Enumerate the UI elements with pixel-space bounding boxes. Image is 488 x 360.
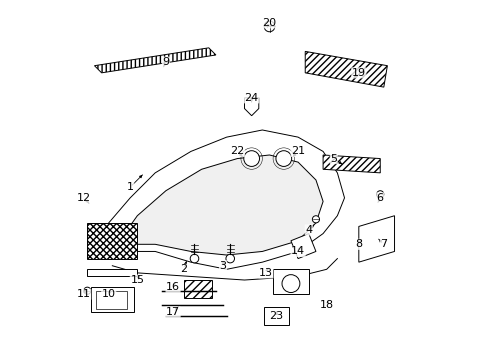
Text: 11: 11 (77, 289, 91, 299)
Text: 18: 18 (319, 300, 333, 310)
Circle shape (312, 216, 319, 223)
Text: 2: 2 (180, 264, 187, 274)
Text: 22: 22 (230, 147, 244, 157)
Polygon shape (94, 130, 344, 269)
Polygon shape (119, 155, 323, 255)
Text: 21: 21 (290, 147, 305, 157)
Text: 16: 16 (166, 282, 180, 292)
Text: 3: 3 (219, 261, 226, 271)
Circle shape (376, 191, 383, 198)
Text: 13: 13 (259, 268, 272, 278)
Circle shape (282, 275, 299, 293)
FancyBboxPatch shape (272, 269, 308, 294)
Text: 14: 14 (290, 247, 305, 256)
Polygon shape (305, 51, 386, 87)
Text: 10: 10 (102, 289, 116, 299)
Polygon shape (358, 216, 394, 262)
Text: 20: 20 (262, 18, 276, 28)
Text: 17: 17 (165, 307, 180, 317)
Text: 24: 24 (244, 93, 258, 103)
Text: 5: 5 (329, 154, 337, 163)
Polygon shape (244, 98, 258, 116)
Text: 1: 1 (126, 182, 133, 192)
Circle shape (264, 21, 274, 32)
Circle shape (275, 151, 291, 166)
Polygon shape (94, 48, 216, 73)
Text: 8: 8 (354, 239, 362, 249)
Text: 23: 23 (269, 311, 283, 321)
Text: 7: 7 (380, 239, 386, 249)
Polygon shape (87, 269, 137, 276)
Circle shape (225, 254, 234, 263)
Circle shape (83, 287, 91, 294)
Text: 6: 6 (376, 193, 383, 203)
FancyBboxPatch shape (183, 280, 212, 298)
Text: 15: 15 (130, 275, 144, 285)
Text: 4: 4 (305, 225, 312, 235)
Text: 12: 12 (77, 193, 91, 203)
Circle shape (244, 151, 259, 166)
Polygon shape (290, 234, 315, 258)
Text: 19: 19 (351, 68, 365, 78)
Circle shape (190, 254, 198, 263)
FancyBboxPatch shape (87, 223, 137, 258)
FancyBboxPatch shape (96, 291, 126, 309)
FancyBboxPatch shape (264, 307, 288, 325)
Polygon shape (323, 155, 380, 173)
FancyBboxPatch shape (91, 287, 134, 312)
Text: 9: 9 (162, 57, 169, 67)
